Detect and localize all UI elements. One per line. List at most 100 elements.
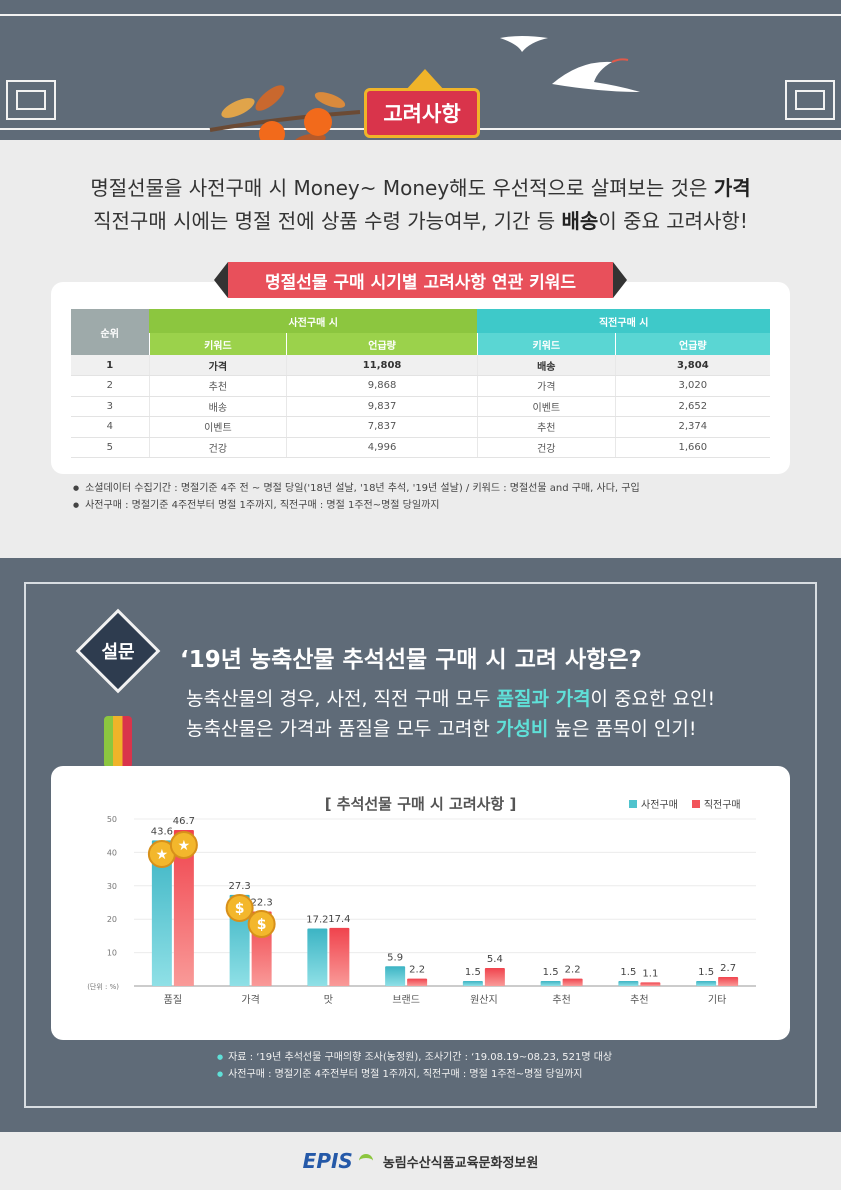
survey-sub-2-tail: 높은 품목이 인기! [548, 718, 697, 740]
table-title: 명절선물 구매 시기별 고려사항 연관 키워드 [264, 272, 577, 293]
imm-count-cell: 3,804 [614, 355, 770, 376]
chart-title: [ 추석선물 구매 시 고려사항 ] [324, 795, 517, 813]
survey-subtitle: 농축산물의 경우, 사전, 직전 구매 모두 품질과 가격이 중요한 요인! 농… [186, 684, 715, 744]
table-note: 사전구매 : 명절기준 4주전부터 명절 1주까지, 직전구매 : 명절 1주전… [73, 497, 640, 514]
table-notes: 소셜데이터 수집기간 : 명절기준 4주 전 ~ 명절 당일('18년 설날, … [73, 480, 640, 514]
bar-immediate-purchase [407, 978, 428, 986]
pre-keyword-cell: 추천 [148, 375, 287, 397]
survey-notes: 자료 : ‘19년 추석선물 구매의향 조사(농정원), 조사기간 : ‘19.… [217, 1049, 612, 1083]
bar-value-label: 46.7 [173, 816, 195, 827]
pre-keyword-cell: 배송 [148, 396, 287, 417]
survey-title: ‘19년 농축산물 추석선물 구매 시 고려 사항은? [180, 647, 642, 673]
survey-sub-2-highlight: 가성비 [495, 718, 549, 740]
bar-value-label: 2.2 [565, 965, 581, 976]
table-title-ribbon: 명절선물 구매 시기별 고려사항 연관 키워드 [214, 262, 627, 298]
rank-cell: 3 [71, 396, 149, 417]
lattice-ornament [6, 80, 56, 120]
imm-keyword-cell: 배송 [476, 355, 616, 376]
bar-pre-purchase [151, 840, 172, 986]
footer: EPIS 농림수산식품교육문화정보원 [0, 1132, 841, 1190]
tassel-ornament [104, 716, 132, 768]
consideration-badge: 고려사항 [364, 69, 480, 138]
rank-cell: 5 [71, 437, 149, 458]
imm-keyword-header: 키워드 [476, 333, 616, 355]
table-note: 소셜데이터 수집기간 : 명절기준 4주 전 ~ 명절 당일('18년 설날, … [73, 480, 640, 497]
legend-item-pre: 사전구매 [629, 796, 678, 811]
star-medal-icon [169, 831, 198, 859]
bar-chart: 10 20 30 40 50 (단위 : %) 43.646.7 품질 27.322.3 가격 17… [87, 815, 756, 1006]
table-row: 2 추천 9,868 가격 3,020 [71, 375, 770, 397]
imm-count-cell: 1,660 [614, 437, 770, 458]
frame-line [24, 1106, 817, 1108]
frame-line [24, 582, 26, 1108]
pre-count-cell: 9,837 [286, 396, 478, 417]
bar-value-label: 2.2 [409, 965, 425, 976]
legend-label-imm: 직전구매 [703, 800, 741, 811]
y-tick-label: 10 [107, 949, 117, 958]
badge-label: 고려사항 [383, 102, 461, 126]
bar-value-label: 1.1 [642, 968, 658, 979]
bar-pre-purchase [540, 980, 561, 986]
bar-value-label: 1.5 [698, 967, 714, 978]
intro-line-1: 명절선물을 사전구매 시 Money~ Money해도 우선적으로 살펴보는 것… [0, 172, 841, 205]
legend-swatch-imm [691, 800, 700, 808]
bar-value-label: 17.4 [328, 914, 350, 925]
bar-immediate-purchase [173, 830, 194, 986]
x-category-label: 가격 [241, 993, 259, 1006]
table-row: 1 가격 11,808 배송 3,804 [71, 355, 770, 376]
x-category-label: 추천 [630, 994, 648, 1006]
bar-value-label: 5.4 [487, 954, 503, 965]
frame-line [815, 582, 817, 1108]
chart-legend: 사전구매 직전구매 [629, 796, 741, 811]
rank-cell: 1 [71, 355, 149, 376]
y-tick-label: 40 [107, 848, 117, 857]
intro-line-2-tail: 이 중요 고려사항! [598, 209, 748, 233]
pre-count-cell: 9,868 [286, 375, 478, 397]
survey-sub-line-1: 농축산물의 경우, 사전, 직전 구매 모두 품질과 가격이 중요한 요인! [186, 684, 715, 714]
imm-count-cell: 2,374 [614, 416, 770, 438]
x-category-label: 품질 [164, 994, 182, 1006]
x-category-label: 추천 [552, 994, 570, 1006]
pre-purchase-header: 사전구매 시 [149, 309, 478, 333]
rank-cell: 4 [71, 416, 149, 438]
x-category-label: 브랜드 [392, 994, 420, 1006]
y-tick-label: 20 [107, 915, 117, 924]
imm-count-cell: 3,020 [614, 375, 770, 397]
bar-value-label: 5.9 [387, 952, 403, 963]
imm-keyword-cell: 추천 [476, 416, 616, 438]
bar-value-label: 27.3 [228, 881, 250, 892]
lattice-ornament [785, 80, 835, 120]
survey-sub-1-highlight: 품질과 가격 [496, 688, 591, 710]
intro-line-2-text: 직전구매 시에는 명절 전에 상품 수령 가능여부, 기간 등 [93, 209, 562, 233]
lattice-ornament [16, 90, 46, 110]
bar-pre-purchase [462, 980, 483, 986]
bar-pre-purchase [307, 928, 328, 986]
survey-note: 자료 : ‘19년 추석선물 구매의향 조사(농정원), 조사기간 : ‘19.… [217, 1049, 612, 1066]
intro-line-2: 직전구매 시에는 명절 전에 상품 수령 가능여부, 기간 등 배송이 중요 고… [0, 205, 841, 238]
imm-count-cell: 2,652 [614, 396, 770, 417]
legend-label-pre: 사전구매 [641, 800, 678, 811]
rank-cell: 2 [71, 375, 149, 397]
imm-keyword-cell: 건강 [476, 437, 616, 458]
bar-immediate-purchase [329, 927, 350, 986]
y-axis-unit: (단위 : %) [87, 982, 119, 991]
survey-note: 사전구매 : 명절기준 4주전부터 명절 1주까지, 직전구매 : 명절 1주전… [217, 1066, 612, 1083]
bar-value-label: 1.5 [543, 967, 559, 978]
bar-immediate-purchase [718, 976, 739, 986]
table-row: 4 이벤트 7,837 추천 2,374 [71, 416, 770, 438]
immediate-purchase-header: 직전구매 시 [477, 309, 770, 333]
frame-line [24, 582, 817, 584]
lattice-ornament [795, 90, 825, 110]
pre-keyword-cell: 가격 [148, 355, 287, 376]
bar-pre-purchase [618, 980, 639, 986]
intro-text: 명절선물을 사전구매 시 Money~ Money해도 우선적으로 살펴보는 것… [0, 172, 841, 238]
bar-immediate-purchase [562, 978, 583, 986]
bar-value-label: 22.3 [250, 898, 272, 909]
organization-name: 농림수산식품교육문화정보원 [382, 1155, 539, 1171]
imm-keyword-cell: 이벤트 [476, 396, 616, 417]
persimmon-branch-illustration [209, 85, 361, 140]
survey-sub-1-tail: 이 중요한 요인! [590, 688, 716, 710]
pre-keyword-cell: 건강 [148, 437, 287, 458]
coin-icon [247, 910, 276, 938]
logo-swoosh-icon [358, 1154, 373, 1168]
